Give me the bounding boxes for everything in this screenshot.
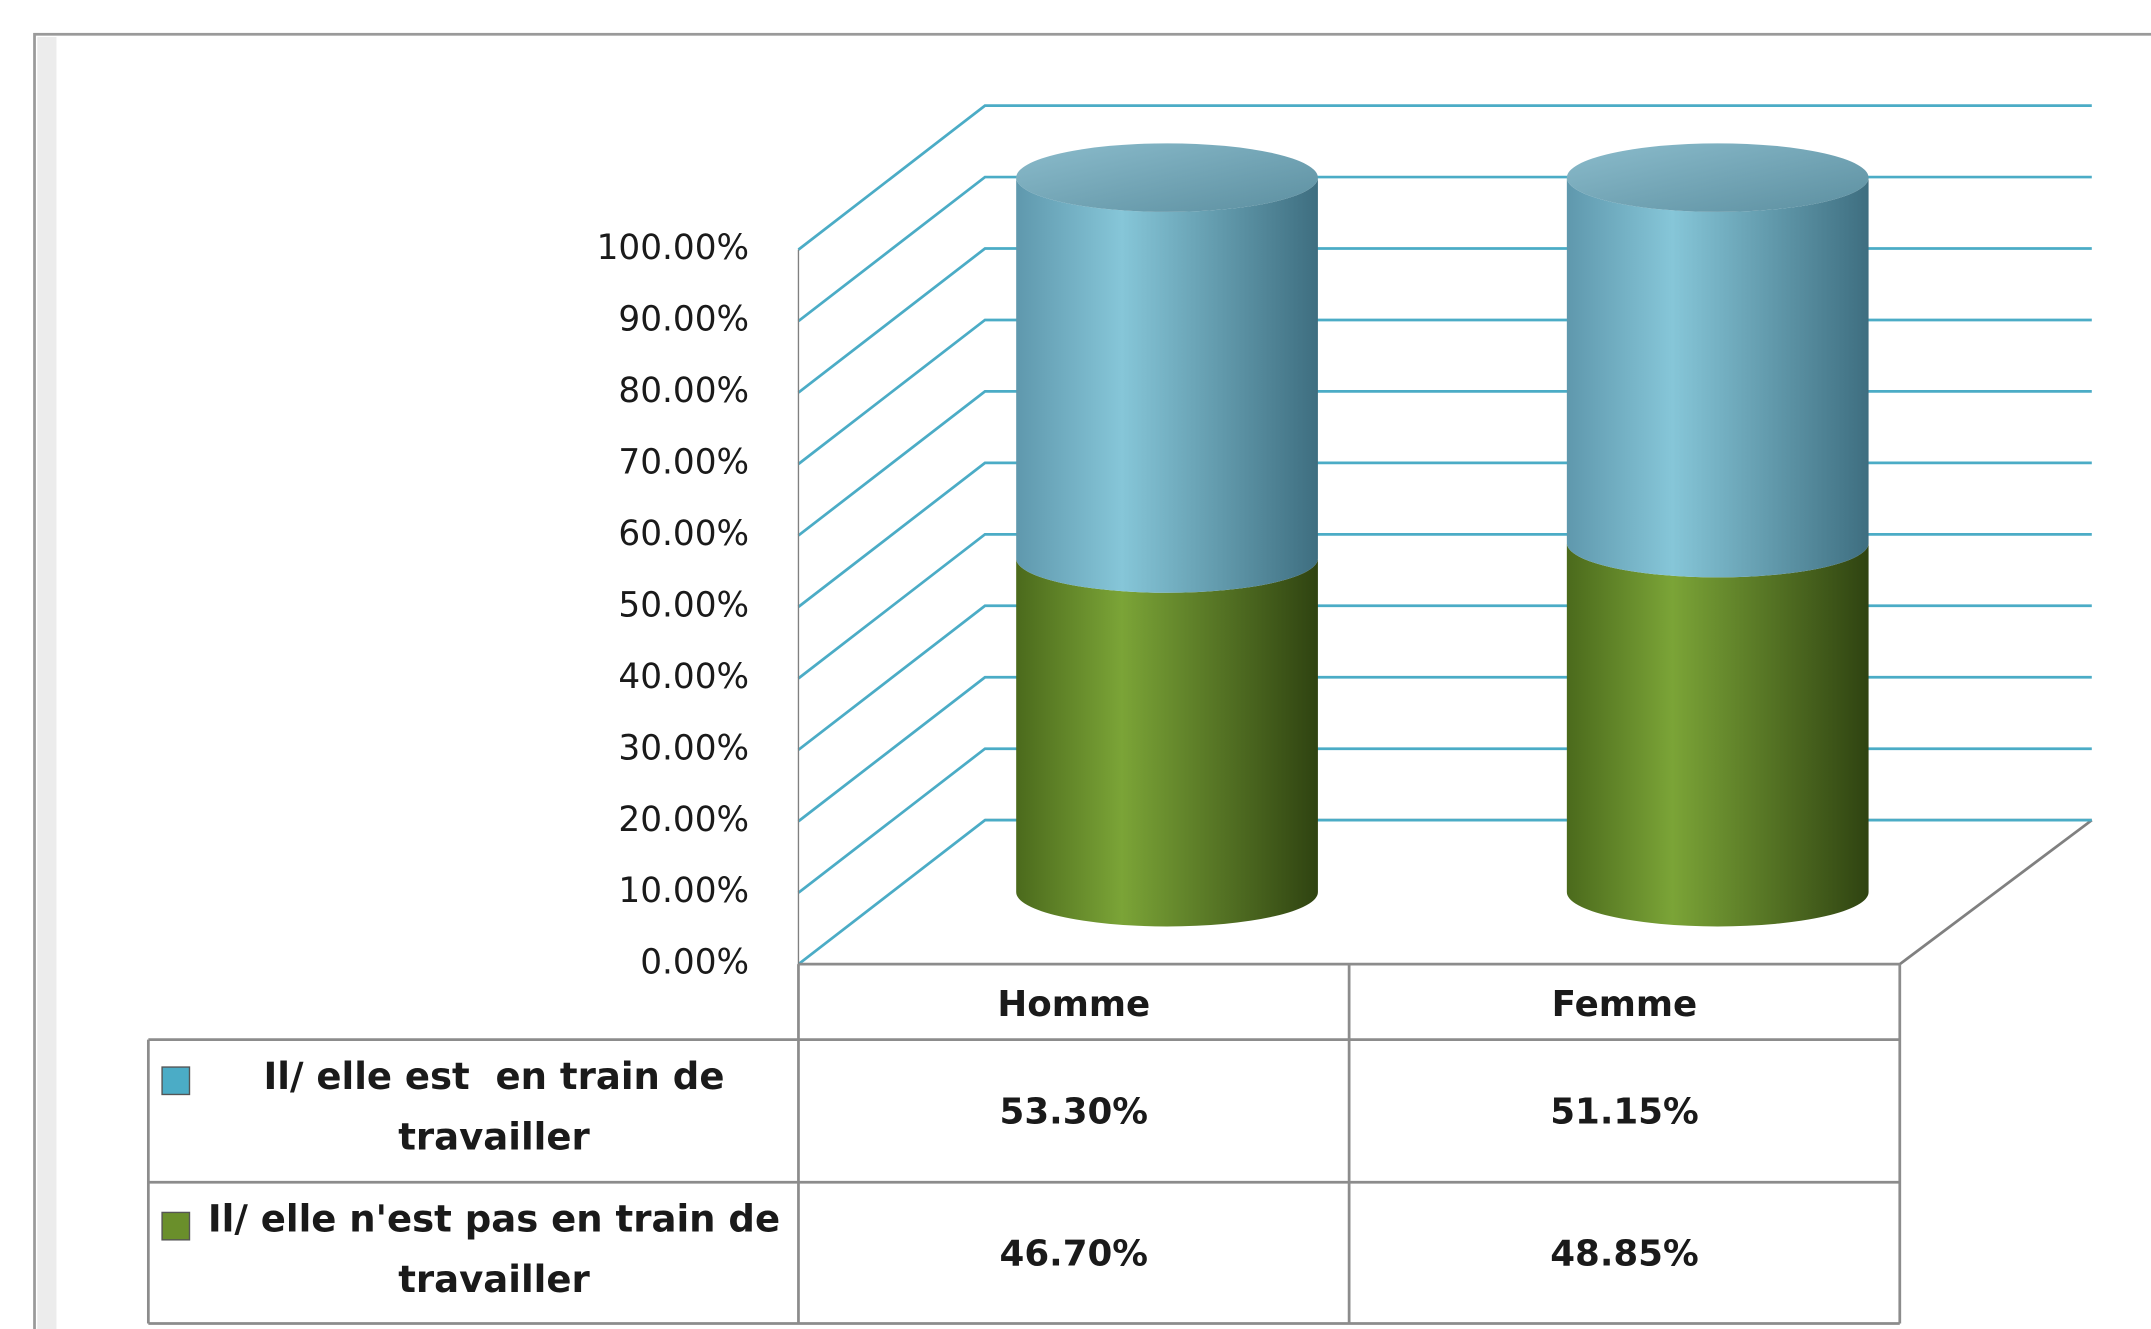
cylinder-segment	[1566, 177, 1869, 578]
table-value: 53.30%	[1000, 1092, 1148, 1133]
legend-label: Il/ elle est en train de travailler	[263, 1056, 738, 1159]
cylinder-top	[1016, 143, 1318, 212]
y-tick-label: 90.00%	[618, 300, 749, 340]
table-value: 48.85%	[1550, 1234, 1698, 1275]
floor-side	[1898, 819, 2093, 966]
grid-line	[797, 104, 2092, 251]
x-category-label: Homme	[997, 984, 1150, 1025]
cylinder-segment	[1016, 558, 1318, 927]
table-value: 51.15%	[1550, 1092, 1698, 1133]
x-category-label: Femme	[1552, 984, 1698, 1025]
y-tick-label: 50.00%	[618, 585, 749, 625]
y-tick-label: 20.00%	[618, 800, 749, 840]
frame-edge	[37, 37, 57, 1329]
legend-label: Il/ elle n'est pas en train de travaille…	[207, 1198, 793, 1302]
table-value: 46.70%	[1000, 1234, 1148, 1275]
y-tick-label: 100.00%	[597, 228, 749, 268]
y-tick-label: 0.00%	[640, 943, 749, 983]
y-tick-label: 60.00%	[618, 514, 749, 554]
y-tick-label: 80.00%	[618, 371, 749, 411]
legend-key	[161, 1211, 191, 1241]
cylinder-top	[1566, 143, 1869, 212]
y-tick-label: 70.00%	[618, 442, 749, 482]
cylinder-segment	[1566, 543, 1869, 927]
y-tick-label: 10.00%	[618, 871, 749, 911]
legend-cell: Il/ elle n'est pas en train de travaille…	[207, 1198, 793, 1302]
y-tick-label: 40.00%	[618, 657, 749, 697]
legend-cell: Il/ elle est en train de travailler	[263, 1056, 738, 1159]
y-tick-label: 30.00%	[618, 728, 749, 768]
legend-key	[161, 1066, 191, 1096]
cylinder-segment	[1016, 177, 1318, 593]
